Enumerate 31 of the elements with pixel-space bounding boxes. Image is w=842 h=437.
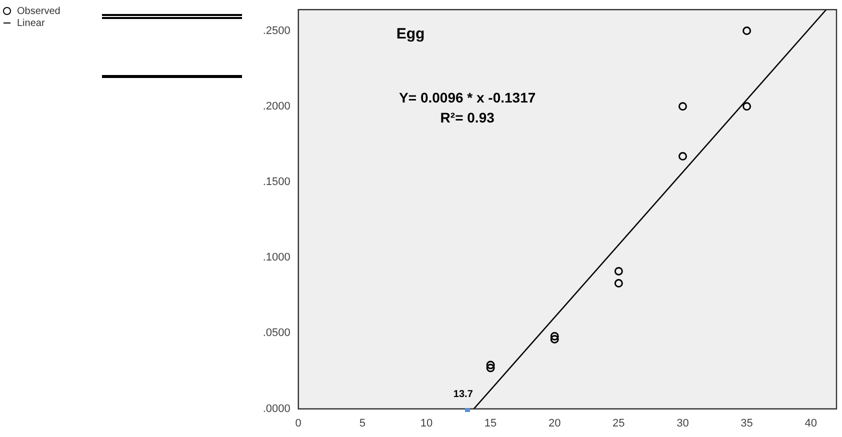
point: [550, 334, 559, 344]
y-tick-label: .0000: [262, 402, 290, 415]
legend-label: Linear: [17, 18, 46, 29]
point: [678, 102, 687, 111]
annotation: Y= 0.0096 * x -0.1317: [399, 90, 536, 106]
annotation: 13.7: [453, 388, 474, 400]
point: [486, 364, 495, 372]
x-tick-label: 0: [295, 417, 302, 430]
point: [486, 360, 495, 370]
x-tick-label: 10: [420, 417, 433, 430]
x-tick-label: 15: [484, 417, 497, 430]
x-tick-label: 25: [612, 417, 625, 430]
y-tick-label: .0500: [262, 327, 290, 340]
x-tick-label: 5: [359, 417, 366, 430]
x-tick-label: 20: [548, 417, 561, 430]
y-tick-label: .1500: [262, 176, 290, 188]
x-tick-label: 35: [740, 417, 753, 430]
x-tick-label: 40: [804, 417, 817, 430]
point: [742, 102, 752, 111]
point: [742, 26, 752, 36]
point: [614, 279, 623, 288]
annotation: R²= 0.93: [440, 110, 495, 126]
y-tick-label: .2000: [262, 100, 290, 112]
point: [678, 152, 687, 161]
y-tick-label: .1000: [262, 252, 290, 264]
y-tick-label: .2500: [262, 24, 290, 37]
text: Egg: [396, 26, 425, 43]
point: [550, 332, 559, 340]
legend-label: Observed: [17, 6, 60, 17]
x-tick-label: 30: [676, 417, 689, 430]
point: [614, 266, 623, 276]
